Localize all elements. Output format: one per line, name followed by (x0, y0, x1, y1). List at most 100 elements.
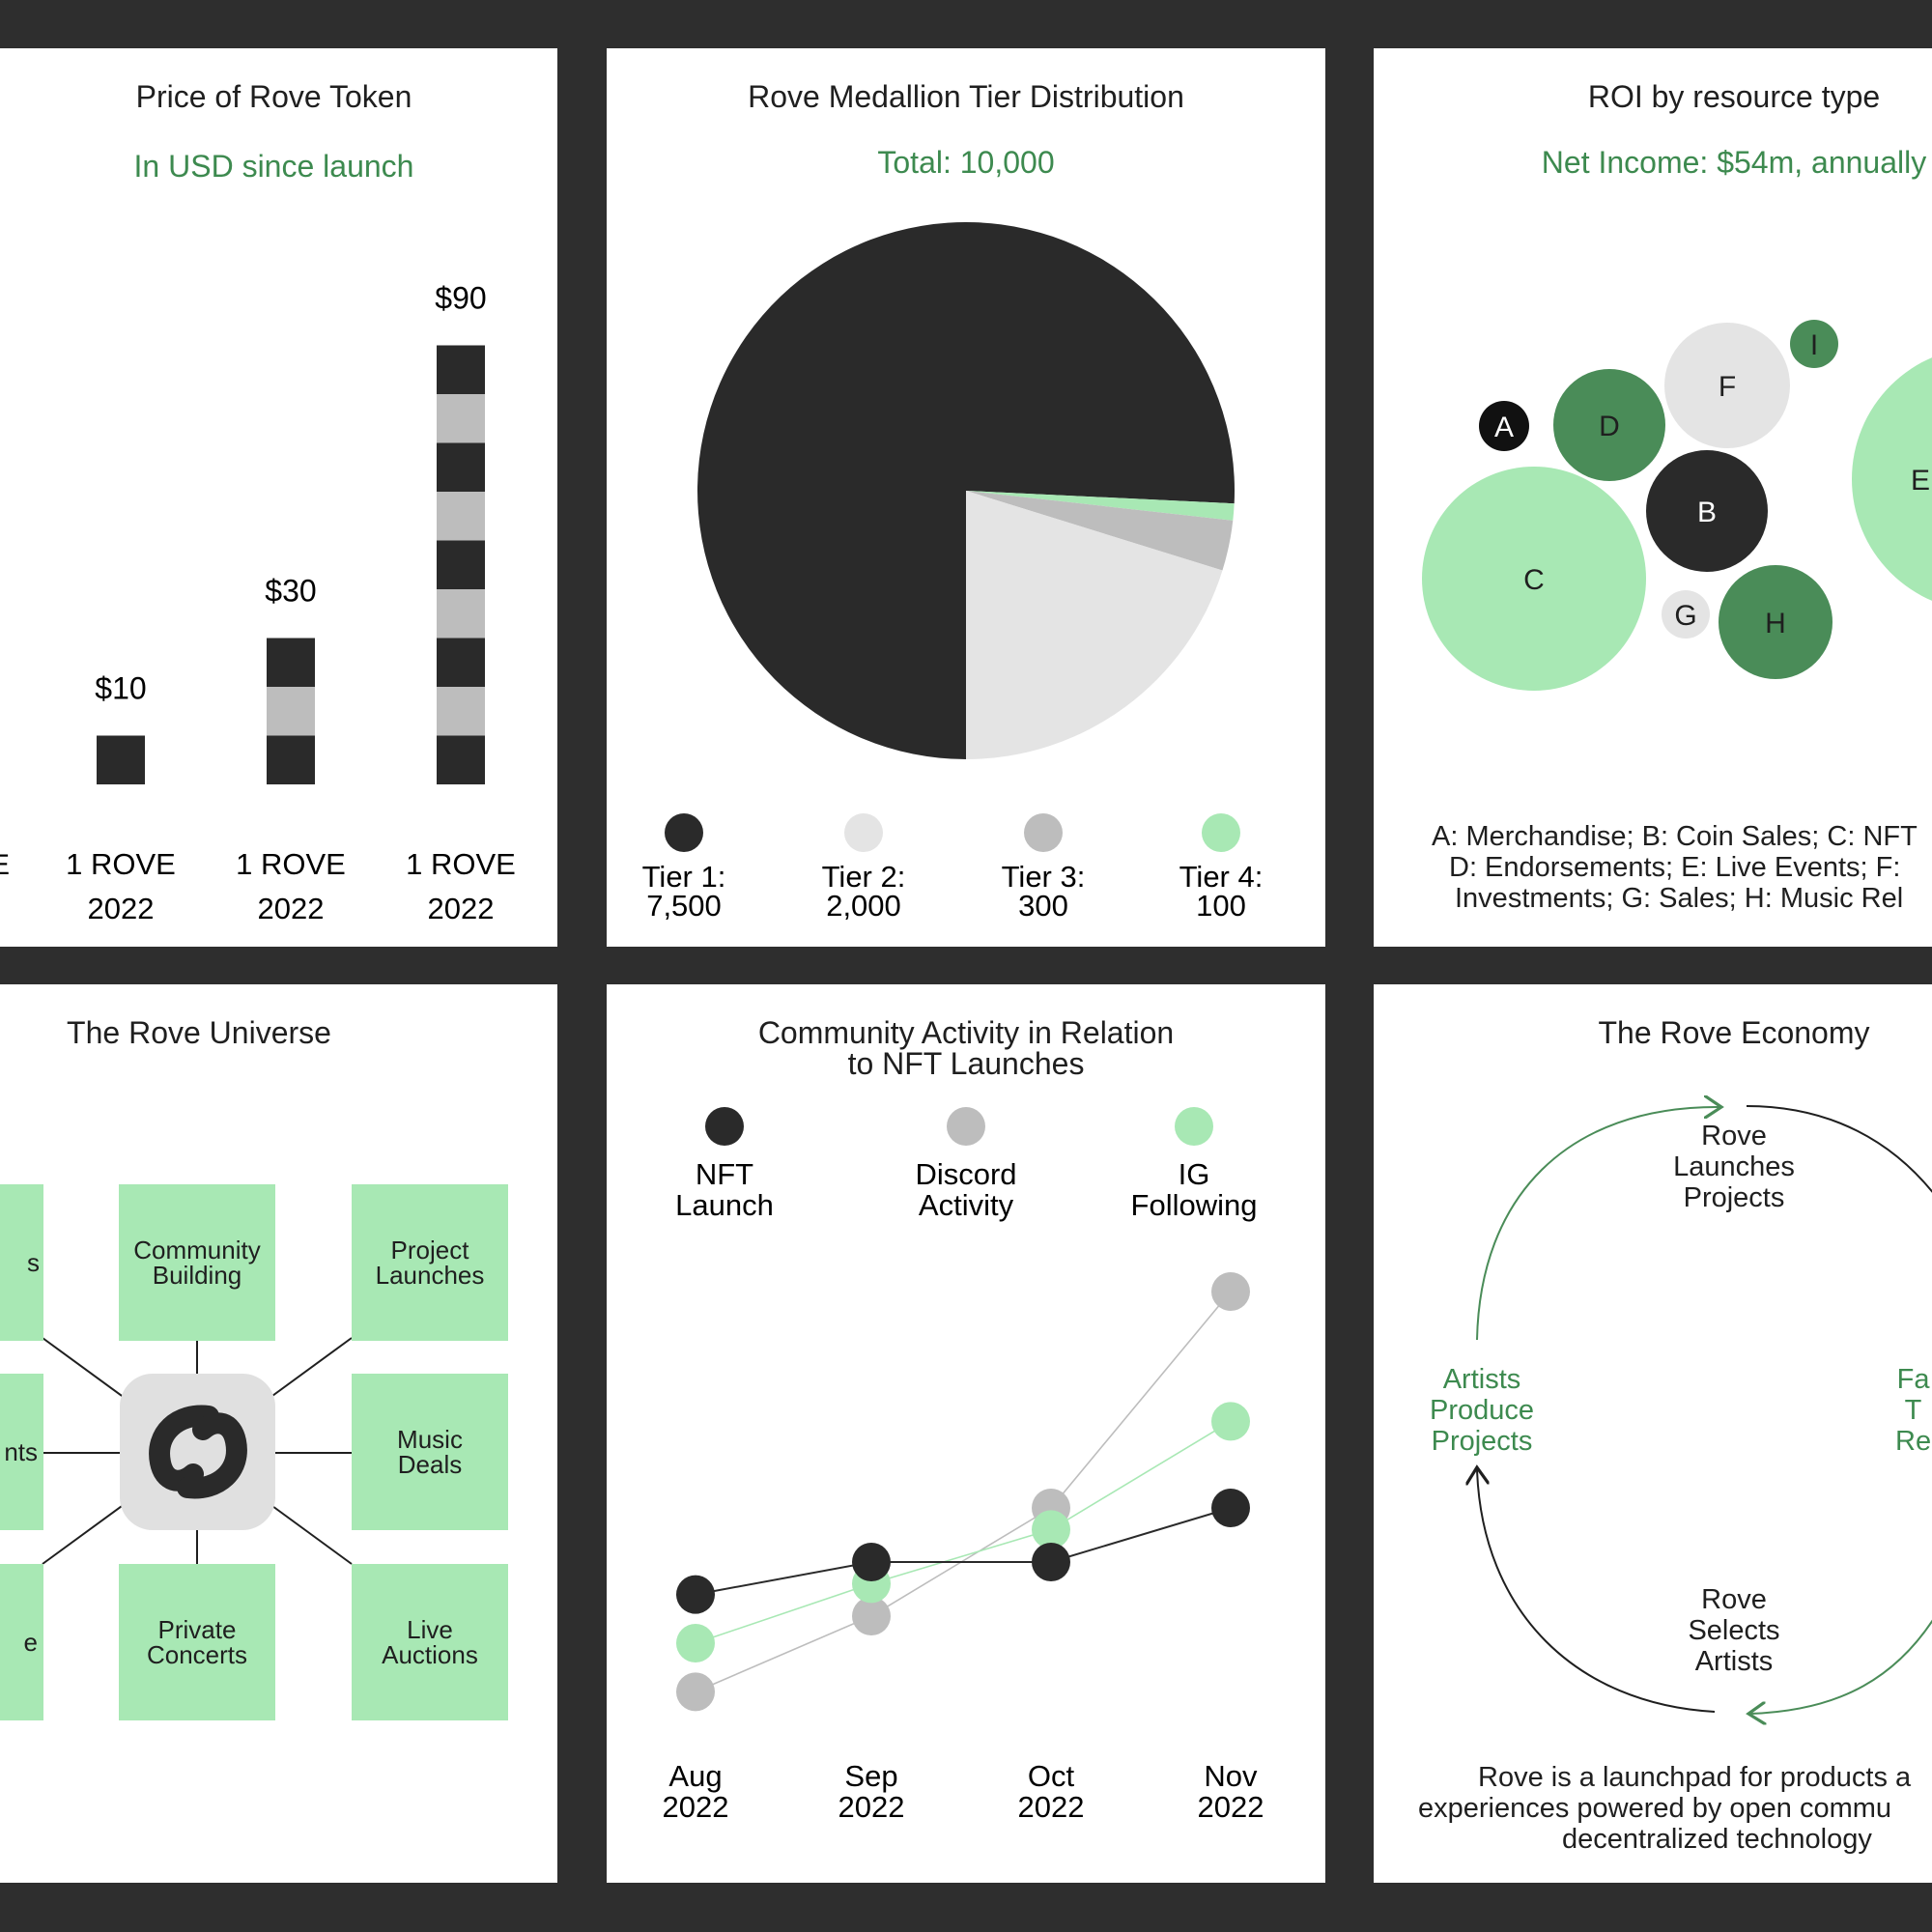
bar-segment (437, 540, 485, 589)
line-point (1032, 1543, 1070, 1581)
pie-legend-label: Tier 2: (822, 860, 906, 894)
tier-pie-chart: Tier 1:7,500 Tier 2:2,000 Tier 3:300 Tier 4… (642, 222, 1263, 923)
bubble-label: G (1674, 600, 1696, 632)
bubble-label: F (1719, 371, 1736, 403)
bubble-e (1852, 357, 1932, 601)
roi-legend-line-1: A: Merchandise; B: Coin Sales; C: NFT (1432, 821, 1918, 852)
universe-box-left-mid: nts (0, 1374, 43, 1530)
line-legend-label: NFT Launch (675, 1157, 774, 1222)
tier-chart-subtitle: Total: 10,000 (877, 145, 1055, 180)
bubble-label: I (1810, 329, 1818, 361)
pie-legend-marker (1202, 813, 1240, 852)
universe-box-live-auctions: Live Auctions (352, 1564, 508, 1720)
bar-value-label: $90 (435, 281, 486, 316)
bar-segment (97, 735, 145, 784)
bubble-label: C (1523, 564, 1545, 596)
economy-cycle-diagram (1374, 984, 1932, 1883)
economy-arc-top-left (1476, 1107, 1719, 1341)
bar-category-label: 1 ROVE 2022 (406, 847, 516, 925)
roi-chart-subtitle: Net Income: $54m, annually (1541, 145, 1927, 180)
bar-category-label: 1 ROVE 2022 (66, 847, 176, 925)
pie-legend-marker (665, 813, 703, 852)
line-x-tick-label: Aug 2022 (663, 1759, 729, 1824)
bubble-label: D (1599, 411, 1620, 442)
pie-legend-marker (844, 813, 883, 852)
universe-box-project-launches: Project Launches (352, 1184, 508, 1341)
line-series (695, 1507, 1232, 1596)
bubble-h (1719, 565, 1833, 679)
universe-box-left-top: s (0, 1184, 43, 1341)
bar-segment (267, 638, 315, 687)
line-series (695, 1291, 1232, 1693)
line-point (1211, 1489, 1250, 1527)
economy-panel: The Rove Economy Rove Launches Projects … (1374, 984, 1932, 1883)
tier-chart-title: Rove Medallion Tier Distribution (748, 79, 1184, 114)
economy-arc-top-right (1746, 1105, 1932, 1194)
line-x-tick-label: Nov 2022 (1198, 1759, 1264, 1824)
line-legend-marker (947, 1107, 985, 1146)
bubble-b (1646, 450, 1768, 572)
line-point (1211, 1272, 1250, 1311)
economy-arc-bottom-right (1750, 1619, 1932, 1714)
pie-legend-marker (1024, 813, 1063, 852)
bubble-c (1422, 467, 1646, 691)
bar-segment (437, 442, 485, 492)
line-point (852, 1543, 891, 1581)
pie-legend-label: Tier 1: (642, 860, 726, 894)
bar-segment (267, 735, 315, 784)
rove-logo-icon (120, 1374, 275, 1530)
economy-node-selects-artists: Rove Selects Artists (1688, 1584, 1780, 1677)
bubble-g (1662, 590, 1710, 639)
economy-description-line-3: decentralized technology (1562, 1824, 1872, 1855)
line-point (1211, 1402, 1250, 1441)
pie-legend-value: 300 (1018, 889, 1068, 923)
universe-box-private-concerts: Private Concerts (119, 1564, 275, 1720)
bar-category-label: 1 ROVE 2022 (236, 847, 346, 925)
roi-chart-panel: ROI by resource type Net Income: $54m, a… (1374, 48, 1932, 947)
pie-slice (697, 222, 1235, 759)
line-legend-marker (705, 1107, 744, 1146)
bubble-f (1664, 323, 1790, 448)
bar-segment (437, 589, 485, 639)
roi-bubble-chart: A B C D E F G H I (1422, 320, 1932, 691)
universe-box-left-bottom: e (0, 1564, 43, 1720)
universe-title: The Rove Universe (67, 1015, 331, 1050)
economy-node-artists-produce: Artists Produce Projects (1429, 1364, 1534, 1457)
activity-title-line-1: Community Activity in Relation (757, 1015, 1175, 1050)
bar-value-label: $30 (265, 574, 316, 609)
bar-segment (437, 687, 485, 736)
economy-node-right: Fa T Re (1895, 1364, 1932, 1457)
pie-slice (966, 491, 1223, 759)
bubble-label: B (1697, 497, 1717, 528)
bubble-i (1790, 320, 1838, 368)
economy-description-line-2: experiences powered by open commu (1418, 1793, 1892, 1824)
bubble-d (1553, 369, 1665, 481)
bar-segment (267, 687, 315, 736)
economy-node-launches: Rove Launches Projects (1673, 1121, 1795, 1213)
universe-panel: The Rove Universe s nts e Community Buil… (0, 984, 557, 1883)
bubble-label: A (1494, 412, 1514, 443)
bubble-label: E (1911, 465, 1930, 497)
price-chart-panel: Price of Rove Token In USD since launch … (0, 48, 557, 947)
price-chart-title: Price of Rove Token (135, 79, 412, 114)
roi-legend-line-2: D: Endorsements; E: Live Events; F: (1449, 852, 1901, 883)
roi-legend-line-3: Investments; G: Sales; H: Music Rel (1455, 883, 1904, 914)
bar-value-label: $10 (95, 671, 146, 706)
line-legend-marker (1175, 1107, 1213, 1146)
line-legend-label: Discord Activity (915, 1157, 1016, 1222)
bar-segment (437, 394, 485, 443)
line-x-tick-label: Sep 2022 (838, 1759, 905, 1824)
pie-legend-value: 7,500 (646, 889, 722, 923)
universe-box-community-building: Community Building (119, 1184, 275, 1341)
bar-segment (437, 345, 485, 394)
pie-legend-value: 100 (1196, 889, 1246, 923)
line-point (852, 1597, 891, 1635)
bar-segment (437, 735, 485, 784)
line-x-tick-label: Oct 2022 (1018, 1759, 1085, 1824)
price-cut-label: E (0, 849, 10, 881)
pie-slice (966, 491, 1234, 571)
universe-box-music-deals: Music Deals (352, 1374, 508, 1530)
line-point (1032, 1510, 1070, 1549)
activity-title-line-2: to NFT Launches (847, 1046, 1085, 1081)
line-point (676, 1672, 715, 1712)
